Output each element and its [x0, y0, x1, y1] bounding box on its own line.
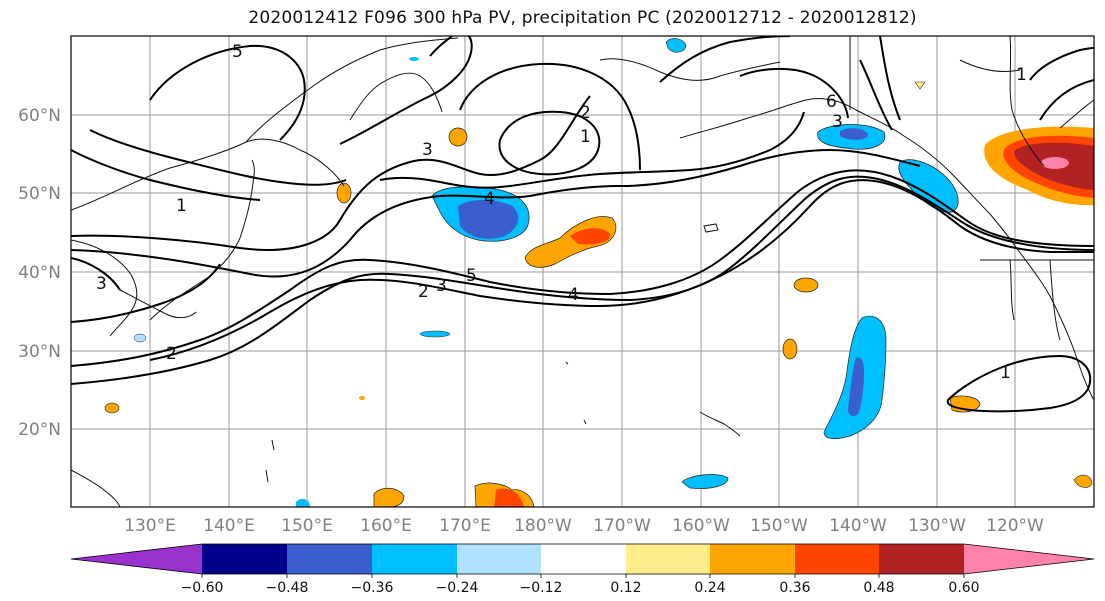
contour-label: 3 — [422, 140, 433, 160]
contour-label: 1 — [176, 196, 187, 216]
contour-label: 1 — [1016, 65, 1027, 85]
graticule — [71, 36, 1094, 507]
colorbar-extend-min — [71, 544, 202, 574]
map-title: 2020012412 F096 300 hPa PV, precipitatio… — [248, 8, 917, 28]
colorbar-segment — [541, 544, 626, 574]
longitude-label: 170°W — [593, 516, 651, 536]
longitude-label: 120°W — [986, 516, 1044, 536]
contour-label: 2 — [580, 103, 591, 123]
map-frame — [70, 35, 1095, 508]
longitude-label: 180°W — [514, 516, 572, 536]
longitude-label: 160°W — [672, 516, 730, 536]
longitude-label: 130°W — [908, 516, 966, 536]
longitude-label: 170°E — [439, 516, 491, 536]
precip-shading — [104, 38, 1094, 507]
longitude-label: 140°W — [829, 516, 887, 536]
colorbar-tick-label: 0.60 — [948, 580, 979, 596]
colorbar-tick-label: 0.12 — [610, 580, 641, 596]
colorbar-segment — [287, 544, 372, 574]
colorbar-tick-label: −0.48 — [266, 580, 309, 596]
longitude-label: 150°E — [281, 516, 333, 536]
longitude-label: 150°W — [750, 516, 808, 536]
colorbar-extend-max — [964, 544, 1094, 574]
contour-label: 3 — [436, 276, 447, 296]
colorbar-tick-label: −0.12 — [520, 580, 563, 596]
contour-label: 4 — [484, 189, 495, 209]
latitude-label: 50°N — [18, 184, 61, 204]
colorbar-tick-label: −0.60 — [181, 580, 224, 596]
colorbar-segment — [795, 544, 879, 574]
colorbar: −0.60 −0.48 −0.36 −0.24 −0.12 0.12 0.24 … — [70, 543, 1095, 596]
contour-label: 2 — [166, 344, 177, 364]
contour-label: 1 — [580, 127, 591, 147]
colorbar-tick-label: −0.36 — [351, 580, 394, 596]
colorbar-tick-label: −0.24 — [436, 580, 479, 596]
colorbar-segment — [457, 544, 541, 574]
colorbar-segment — [626, 544, 710, 574]
contour-label: 3 — [96, 274, 107, 294]
latitude-label: 20°N — [18, 420, 61, 440]
latitude-label: 30°N — [18, 342, 61, 362]
contour-label: 3 — [832, 112, 843, 132]
pv-contours — [71, 36, 1094, 413]
colorbar-segment — [879, 544, 964, 574]
latitude-label: 40°N — [18, 263, 61, 283]
longitude-label: 140°E — [203, 516, 255, 536]
colorbar-tick-label: 0.36 — [779, 580, 810, 596]
contour-label: 2 — [418, 282, 429, 302]
contour-label: 5 — [232, 42, 243, 62]
contour-label: 1 — [1000, 363, 1011, 383]
longitude-label: 130°E — [124, 516, 176, 536]
contour-label: 4 — [568, 285, 579, 305]
colorbar-tick-label: 0.48 — [863, 580, 894, 596]
longitude-label: 160°E — [360, 516, 412, 536]
latitude-label: 60°N — [18, 106, 61, 126]
contour-label: 5 — [466, 266, 477, 286]
colorbar-tick-label: 0.24 — [694, 580, 725, 596]
coastlines — [71, 36, 1094, 507]
colorbar-segment — [202, 544, 287, 574]
contour-label: 6 — [826, 92, 837, 112]
colorbar-segment — [372, 544, 457, 574]
colorbar-segment — [710, 544, 795, 574]
